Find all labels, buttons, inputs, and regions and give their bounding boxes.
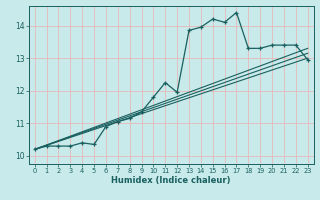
X-axis label: Humidex (Indice chaleur): Humidex (Indice chaleur)	[111, 176, 231, 185]
